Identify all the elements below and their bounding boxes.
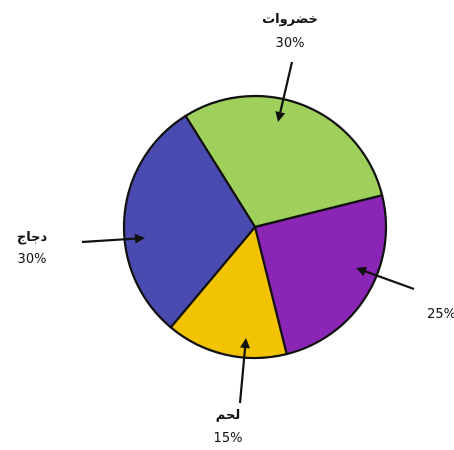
pointer-arrowhead-4 [134,233,145,244]
pie-slice-2 [253,194,388,356]
label-pointers [81,61,415,404]
slice-label-name-3: لحم [216,408,240,423]
pie-slices [122,94,388,360]
pointer-arrowhead-2 [356,266,368,277]
slice-label-value-1: 30% [276,36,305,51]
pointer-line-4 [81,237,136,244]
slice-label-value-4: 30% [18,252,47,267]
pointer-line-3 [238,347,247,404]
pointer-arrowhead-1 [275,111,286,122]
pointer-line-1 [279,61,294,113]
pie-slice-4 [122,114,257,329]
slice-label-name-4: دجاج [17,230,48,245]
slice-label-name-1: خضروات [262,12,318,27]
pointer-line-2 [365,270,415,291]
pointer-arrowhead-3 [240,338,251,349]
slice-label-value-3: 15% [214,431,243,446]
pie-slice-3 [169,225,288,360]
slice-label-value-2: 25% [427,307,454,322]
